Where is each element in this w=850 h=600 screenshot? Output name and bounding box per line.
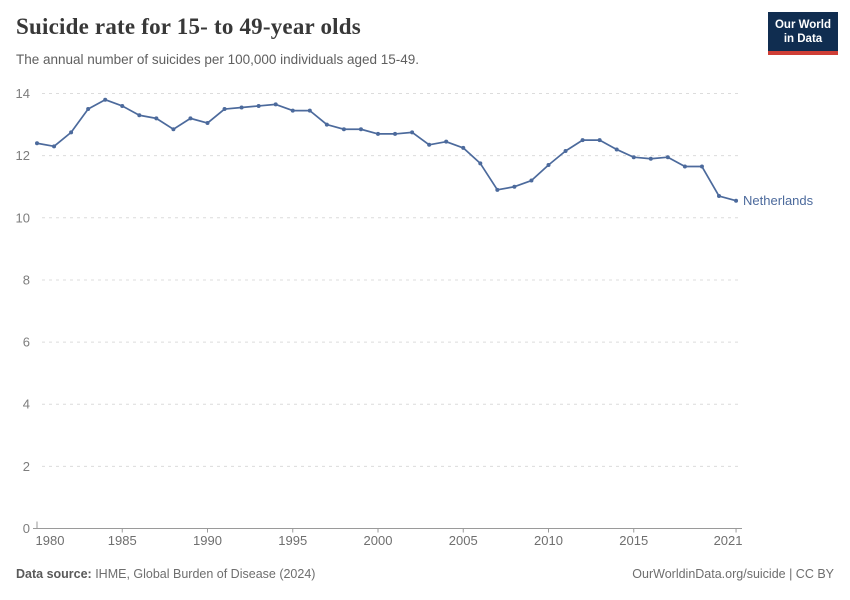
data-point bbox=[290, 108, 295, 113]
data-point bbox=[631, 155, 636, 160]
y-tick-label: 8 bbox=[23, 272, 30, 287]
data-source-label: Data source: bbox=[16, 567, 92, 581]
data-point bbox=[495, 187, 500, 192]
data-point bbox=[341, 127, 346, 132]
page-subtitle: The annual number of suicides per 100,00… bbox=[16, 52, 420, 67]
attribution: OurWorldinData.org/suicide | CC BY bbox=[632, 567, 834, 581]
x-tick-label: 2010 bbox=[534, 533, 563, 548]
y-tick-label: 12 bbox=[16, 148, 30, 163]
data-point bbox=[52, 144, 57, 149]
footer: Data source: IHME, Global Burden of Dise… bbox=[0, 567, 850, 581]
data-source-value: IHME, Global Burden of Disease (2024) bbox=[91, 567, 316, 581]
y-tick-label: 6 bbox=[23, 335, 30, 350]
series-label: Netherlands bbox=[743, 193, 814, 208]
y-tick-label: 2 bbox=[23, 459, 30, 474]
data-point bbox=[35, 141, 39, 146]
data-point bbox=[529, 178, 534, 183]
data-point bbox=[734, 198, 739, 203]
data-point bbox=[665, 155, 670, 160]
data-point bbox=[648, 156, 653, 161]
data-point bbox=[205, 121, 210, 126]
data-point bbox=[563, 148, 568, 153]
data-point bbox=[376, 131, 380, 136]
y-tick-label: 4 bbox=[23, 397, 30, 412]
data-point bbox=[273, 102, 278, 107]
data-point bbox=[444, 139, 449, 144]
data-point bbox=[410, 130, 415, 135]
data-point bbox=[512, 184, 517, 189]
data-point bbox=[699, 164, 704, 169]
owid-logo-line1: Our World bbox=[774, 19, 831, 31]
x-tick-label: 2000 bbox=[364, 533, 393, 548]
data-point bbox=[256, 103, 261, 108]
trend-line bbox=[36, 98, 737, 202]
data-point bbox=[427, 142, 432, 147]
data-source: Data source: IHME, Global Burden of Dise… bbox=[16, 567, 315, 581]
x-tick-label: 2015 bbox=[619, 533, 648, 548]
x-tick-label: 2005 bbox=[449, 533, 478, 548]
data-point bbox=[103, 97, 108, 102]
owid-logo: Our World in Data bbox=[768, 12, 838, 55]
data-point bbox=[239, 105, 244, 110]
data-point bbox=[614, 147, 619, 152]
y-tick-label: 14 bbox=[16, 86, 30, 101]
data-point bbox=[188, 116, 193, 121]
data-point bbox=[307, 108, 312, 113]
data-point bbox=[546, 162, 551, 167]
data-point bbox=[393, 131, 398, 136]
page-title: Suicide rate for 15- to 49-year olds bbox=[16, 14, 361, 39]
data-point bbox=[478, 161, 483, 166]
data-point bbox=[682, 164, 687, 169]
y-tick-label: 0 bbox=[23, 521, 30, 536]
data-point bbox=[461, 145, 466, 150]
data-point bbox=[358, 127, 363, 132]
data-point bbox=[120, 103, 125, 108]
data-point bbox=[324, 122, 329, 127]
x-tick-label: 1985 bbox=[108, 533, 137, 548]
data-point bbox=[154, 116, 159, 121]
data-point bbox=[717, 194, 721, 199]
data-point bbox=[137, 113, 142, 118]
data-point bbox=[222, 107, 227, 112]
data-point bbox=[171, 127, 176, 132]
x-tick-label: 1995 bbox=[278, 533, 307, 548]
data-point bbox=[580, 138, 585, 143]
x-tick-label: 1990 bbox=[193, 533, 222, 548]
y-tick-label: 10 bbox=[16, 210, 30, 225]
x-tick-label: 2021 bbox=[714, 533, 743, 548]
x-tick-label: 1980 bbox=[36, 533, 65, 548]
data-point bbox=[597, 138, 602, 143]
data-point bbox=[69, 130, 74, 135]
data-point bbox=[86, 107, 91, 112]
owid-logo-line2: in Data bbox=[783, 33, 823, 46]
line-chart: 0 2 4 6 8 10 12 14 1980 1985 1990 1995 2000 2005 2010 2… bbox=[16, 86, 814, 548]
